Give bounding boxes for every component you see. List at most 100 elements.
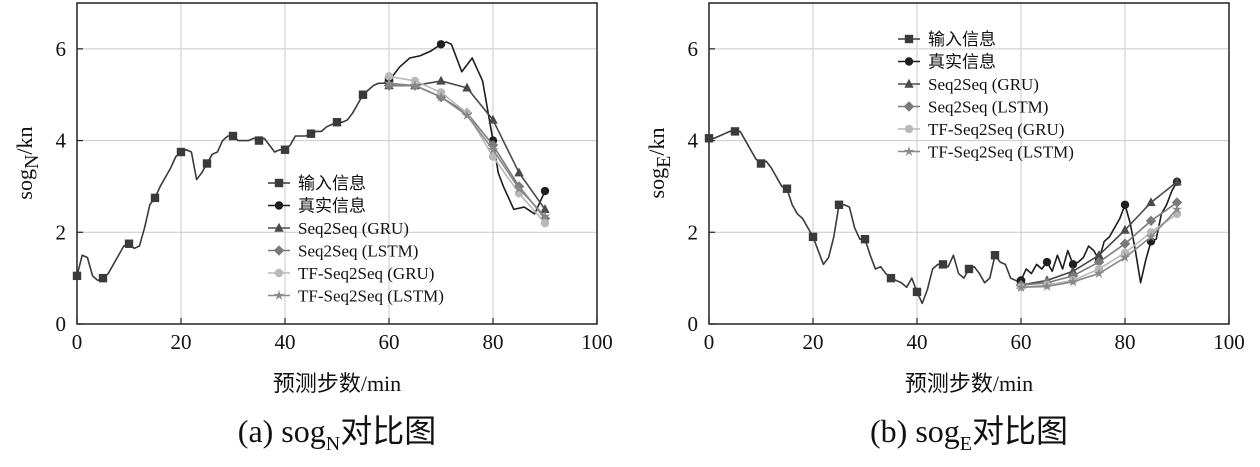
- chart-a-legend-marker-1: [274, 201, 284, 210]
- chart-a-series-0-point: [176, 147, 186, 157]
- chart-a-xtick-label: 0: [72, 330, 83, 354]
- chart-b-series-3-point: [1171, 197, 1183, 208]
- chart-b-series-2-point: [1120, 224, 1130, 234]
- chart-b-legend-item-2: Seq2Seq (GRU): [898, 75, 1039, 94]
- chart-a-ticks: 0 20 40 60 80 100 0 2 4 6: [56, 37, 613, 354]
- chart-b-legend-label-5: TF-Seq2Seq (LSTM): [928, 143, 1074, 162]
- chart-b-caption-sub: E: [960, 433, 972, 455]
- chart-b-series-0-point: [938, 260, 948, 269]
- chart-b-series-0-point: [730, 127, 740, 136]
- chart-b-legend-item-4: TF-Seq2Seq (GRU): [898, 120, 1064, 139]
- chart-a-series: [72, 40, 551, 283]
- chart-a-series-4-point: [488, 152, 498, 161]
- chart-b-legend-marker-3: [903, 101, 915, 112]
- chart-a-legend-item-5: TF-Seq2Seq (LSTM): [268, 287, 444, 306]
- chart-a-series-5-point: [435, 91, 447, 102]
- chart-b-legend-item-0: 输入信息: [898, 30, 996, 49]
- chart-b-series-5-point: [1171, 203, 1183, 214]
- chart-a-ylabel: sogN/kn: [12, 126, 43, 199]
- chart-b-legend-marker-1: [904, 57, 914, 66]
- chart-a-series-0-point: [332, 118, 342, 127]
- chart-a-caption-sub: N: [326, 433, 340, 455]
- chart-a-legend-item-3: Seq2Seq (LSTM): [268, 242, 418, 261]
- chart-a-series-5-point: [513, 183, 525, 194]
- chart-a-series-2-point: [462, 82, 472, 92]
- chart-a-legend-label-0: 输入信息: [298, 174, 366, 193]
- chart-a-ylabel-tail: /kn: [12, 126, 37, 154]
- chart-a-series-2-point: [514, 167, 524, 177]
- chart-b-series-0-point: [912, 287, 922, 297]
- chart-b-legend-item-1: 真实信息: [898, 53, 996, 72]
- chart-b-ytick-label: 0: [688, 312, 699, 336]
- chart-b-legend-label-0: 输入信息: [928, 30, 996, 49]
- chart-a-series-0-point: [124, 239, 134, 248]
- chart-a-series-1-point: [436, 40, 446, 49]
- chart-b-xtick-label: 80: [1115, 330, 1136, 354]
- chart-b-legend-item-3: Seq2Seq (LSTM): [898, 98, 1048, 117]
- chart-a-caption: (a) sogN对比图: [238, 413, 436, 455]
- chart-a-series-0-point: [280, 145, 290, 154]
- chart-b-series-3-point: [1145, 215, 1157, 227]
- chart-a-legend-label-4: TF-Seq2Seq (GRU): [298, 264, 434, 283]
- chart-a-plot-frame: [76, 2, 598, 325]
- chart-b-ylabel: sogE/kn: [644, 128, 675, 199]
- chart-a-series-2-point: [488, 114, 498, 124]
- chart-b-xtick-label: 100: [1213, 330, 1245, 354]
- chart-a-series-4-point: [540, 218, 550, 228]
- chart-a-xtick-label: 20: [171, 330, 192, 354]
- chart-b-series-1-point: [1120, 200, 1130, 209]
- chart-a-series-5-point: [461, 109, 473, 120]
- chart-a-legend-item-1: 真实信息: [268, 197, 366, 216]
- chart-b-series-5-point: [1145, 231, 1157, 242]
- chart-b-series-0-point: [860, 234, 870, 244]
- chart-a-legend-label-1: 真实信息: [298, 197, 366, 216]
- chart-a-legend-label-5: TF-Seq2Seq (LSTM): [298, 287, 444, 306]
- chart-a-series-0-point: [254, 136, 264, 145]
- chart-b-caption-tail: 对比图: [972, 413, 1068, 449]
- chart-a-series-1-point: [540, 186, 550, 196]
- chart-a-legend-marker-4: [274, 268, 284, 278]
- chart-b-legend-item-5: TF-Seq2Seq (LSTM): [898, 143, 1074, 162]
- chart-b-ylabel-sub: E: [653, 156, 675, 168]
- chart-a-series-1-line: [388, 41, 546, 215]
- chart-a-ylabel-main: sog: [12, 169, 37, 200]
- chart-a-legend-marker-5: [273, 289, 285, 301]
- chart-a-series-5-point: [487, 144, 499, 155]
- chart-b-ticks: 0 20 40 60 80 100 0 2 4 6: [688, 37, 1245, 354]
- chart-b-series: [704, 127, 1183, 305]
- chart-a-xtick-label: 60: [379, 330, 400, 354]
- chart-a-series-2-point: [436, 75, 446, 85]
- chart-b-caption: (b) sogE对比图: [870, 413, 1068, 455]
- chart-a-series-4: [384, 72, 550, 228]
- chart-b-gridlines: [709, 3, 1229, 324]
- chart-a-ylabel-sub: N: [21, 155, 43, 169]
- chart-b-series-0-point: [834, 200, 844, 209]
- chart-b-series-3: [1015, 197, 1183, 291]
- chart-a-legend-marker-0: [274, 178, 284, 188]
- chart-b-ylabel-tail: /kn: [644, 128, 669, 156]
- chart-a-series-4-point: [384, 72, 394, 81]
- chart-b-series-1-point: [1042, 257, 1052, 267]
- chart-a-ytick-label: 4: [56, 129, 67, 153]
- chart-b-series-0-point: [782, 184, 792, 193]
- chart-b-xtick-label: 40: [907, 330, 928, 354]
- chart-b-series-0-point: [886, 273, 896, 283]
- chart-b-legend-label-4: TF-Seq2Seq (GRU): [928, 120, 1064, 139]
- chart-a-series-4-line: [388, 75, 546, 224]
- chart-a-legend-item-0: 输入信息: [268, 174, 366, 193]
- chart-b-series-0-point: [704, 134, 714, 143]
- chart-b-xlabel: 预测步数/min: [905, 371, 1033, 396]
- chart-b-xtick-label: 0: [704, 330, 715, 354]
- chart-b-series-5-point: [1015, 281, 1027, 292]
- chart-a-series-0-point: [358, 90, 368, 99]
- chart-b-series-2-point: [1094, 250, 1104, 259]
- chart-b-ytick-label: 4: [688, 129, 699, 153]
- chart-b-legend-marker-4: [904, 124, 914, 134]
- chart-b-series-5-point: [1041, 280, 1053, 292]
- chart-a-series-3-line: [389, 84, 546, 220]
- chart-b-series-5-point: [1067, 276, 1079, 287]
